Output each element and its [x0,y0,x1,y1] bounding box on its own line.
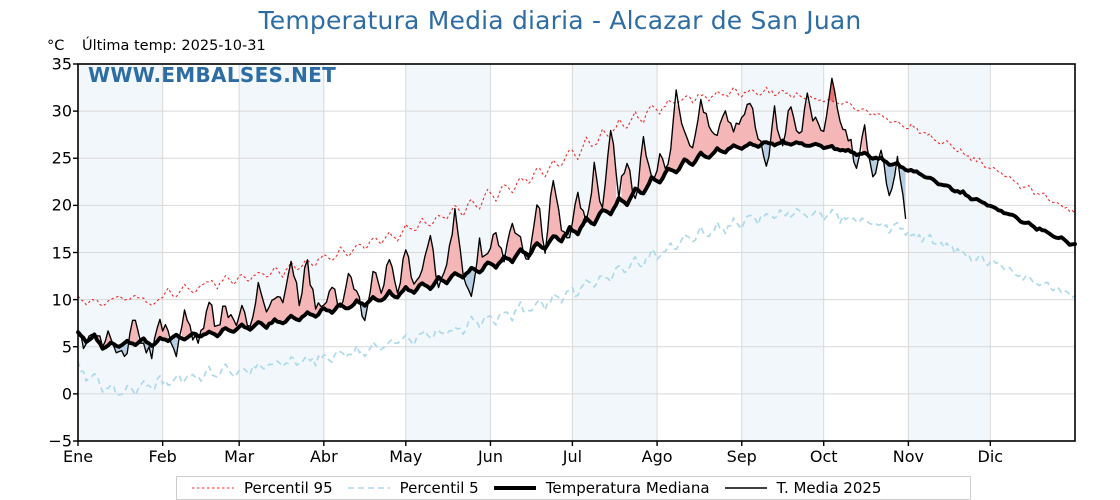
page-title: Temperatura Media diaria - Alcazar de Sa… [258,6,862,35]
x-axis-tick-label: Mar [224,447,255,466]
y-axis-tick-label: −5 [48,431,72,451]
x-axis-tick-label: Jun [477,447,503,466]
y-axis-tick-label: 0 [61,384,72,404]
last-temp-subtitle: Última temp: 2025-10-31 [82,38,266,54]
x-axis-tick-label: Abr [309,447,338,466]
x-axis-tick-label: Nov [892,447,924,466]
x-axis-tick-label: Feb [148,447,177,466]
legend-label: Temperatura Mediana [545,479,710,497]
x-axis-tick-label: Sep [726,447,757,466]
y-axis-tick-label: 25 [51,148,72,168]
y-axis-tick-label: 35 [51,54,72,74]
x-axis-tick-label: Oct [809,447,838,466]
legend-line-sample [493,486,536,490]
x-axis-tick-label: May [389,447,423,466]
x-axis-tick-label: Ago [641,447,673,466]
y-axis-tick-label: 10 [51,290,72,310]
y-axis-ticks: −5 0 5 10 15 20 25 30 35 [34,0,72,500]
legend-label: Percentil 95 [244,479,333,497]
legend-item[interactable]: T. Media 2025 [710,477,882,499]
x-axis-tick-label: Jul [562,447,583,466]
legend-item[interactable]: Temperatura Mediana [479,477,710,499]
x-axis-tick-label: Ene [62,447,94,466]
y-axis-tick-label: 20 [51,195,72,215]
legend-label: T. Media 2025 [776,479,882,497]
y-axis-tick-label: 15 [51,243,72,262]
legend-line-sample [347,487,390,489]
chart-legend: Percentil 95 Percentil 5 Temperatura Media… [176,476,971,500]
legend-item[interactable]: Percentil 5 [333,477,479,499]
y-axis-unit-label: °C [47,38,65,54]
x-axis-tick-label: Dic [977,447,1004,466]
legend-line-sample [724,487,767,489]
y-axis-tick-label: 30 [51,101,72,121]
legend-item[interactable]: Percentil 95 [177,477,333,499]
legend-line-sample [192,487,234,489]
legend-label: Percentil 5 [399,479,479,497]
watermark: WWW.EMBALSES.NET [88,63,337,87]
y-axis-tick-label: 5 [61,337,72,357]
